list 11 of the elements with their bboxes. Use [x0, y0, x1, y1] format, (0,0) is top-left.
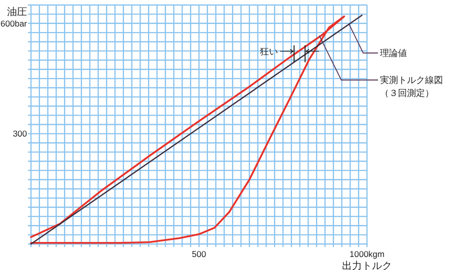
x-axis-title: 出力トルク: [342, 260, 392, 270]
y-tick-label: 300: [12, 128, 28, 139]
annotation: 狂い: [260, 44, 320, 63]
x-tick-label: 1000kgm: [350, 249, 384, 259]
y-axis-title: 油圧: [7, 6, 27, 18]
annotation: 理論値: [380, 48, 407, 58]
annotation: 理論値: [348, 24, 407, 58]
x-tick-label: 500: [192, 249, 206, 259]
annotation: 狂い: [260, 46, 278, 56]
y-tick-label: 600bar: [0, 18, 28, 28]
annotation: 実測トルク線図（３回測定）: [380, 75, 443, 98]
